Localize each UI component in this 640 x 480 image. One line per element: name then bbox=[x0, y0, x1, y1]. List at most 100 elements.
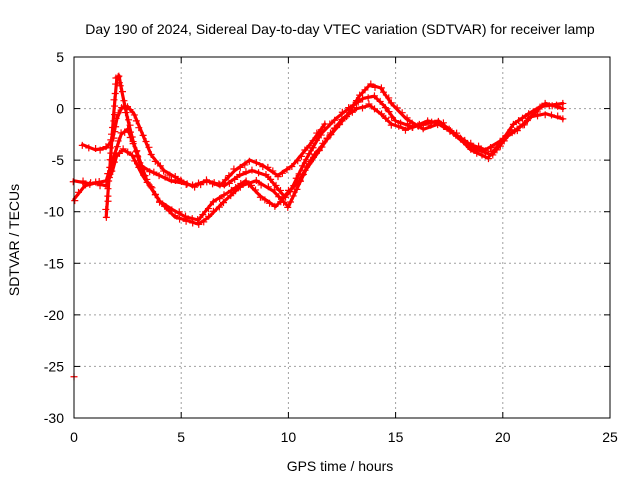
data-point bbox=[106, 170, 114, 178]
data-point bbox=[106, 156, 114, 164]
data-point bbox=[143, 175, 151, 183]
data-point bbox=[285, 186, 293, 194]
data-point bbox=[104, 192, 112, 200]
data-point bbox=[105, 177, 113, 185]
data-point bbox=[151, 157, 159, 165]
y-tick-label: -5 bbox=[52, 152, 65, 168]
data-point bbox=[132, 148, 140, 156]
data-point bbox=[147, 183, 155, 191]
data-point bbox=[299, 170, 307, 178]
data-point bbox=[267, 175, 275, 183]
data-point bbox=[155, 172, 163, 180]
data-point bbox=[306, 158, 314, 166]
data-point bbox=[252, 177, 260, 185]
data-point bbox=[266, 199, 274, 207]
data-point bbox=[264, 183, 272, 191]
y-tick-label: -30 bbox=[44, 410, 64, 426]
data-point bbox=[115, 79, 123, 87]
data-point bbox=[309, 137, 317, 145]
data-point bbox=[323, 135, 331, 143]
data-point bbox=[336, 120, 344, 128]
data-point bbox=[507, 126, 515, 134]
data-point bbox=[290, 183, 298, 191]
data-point bbox=[104, 185, 112, 193]
data-point bbox=[130, 111, 138, 119]
data-point bbox=[183, 180, 191, 188]
data-point bbox=[126, 121, 134, 129]
data-point bbox=[271, 202, 279, 210]
data-point bbox=[484, 155, 492, 163]
data-point bbox=[367, 80, 375, 88]
data-point bbox=[292, 174, 300, 182]
data-point bbox=[110, 96, 118, 104]
data-point bbox=[511, 127, 519, 135]
y-tick-label: -25 bbox=[44, 358, 64, 374]
data-point bbox=[171, 212, 179, 220]
series-track-4 bbox=[102, 72, 329, 221]
data-point bbox=[256, 193, 264, 201]
data-point bbox=[264, 163, 272, 171]
data-point bbox=[142, 137, 150, 145]
data-point bbox=[96, 146, 104, 154]
data-point bbox=[554, 102, 562, 110]
series-track-2 bbox=[69, 92, 567, 224]
data-point bbox=[120, 102, 128, 110]
data-point bbox=[371, 83, 379, 91]
data-point bbox=[203, 178, 211, 186]
data-point bbox=[548, 102, 556, 110]
data-point bbox=[225, 172, 233, 180]
data-point bbox=[365, 100, 373, 108]
data-point bbox=[107, 144, 115, 152]
data-point bbox=[341, 114, 349, 122]
data-point bbox=[231, 175, 239, 183]
data-point bbox=[379, 88, 387, 96]
data-point bbox=[236, 170, 244, 178]
data-point bbox=[95, 177, 103, 185]
data-point bbox=[126, 106, 134, 114]
data-point bbox=[227, 186, 235, 194]
data-point bbox=[109, 123, 117, 131]
data-point bbox=[458, 135, 466, 143]
data-point bbox=[195, 220, 203, 228]
y-tick-label: -15 bbox=[44, 255, 64, 271]
data-point bbox=[108, 130, 116, 138]
y-axis-title: SDTVAR / TECUs bbox=[6, 184, 22, 296]
data-point bbox=[519, 114, 527, 122]
data-point bbox=[139, 131, 147, 139]
data-point bbox=[114, 137, 122, 145]
data-point bbox=[515, 117, 523, 125]
data-point bbox=[419, 125, 427, 133]
data-point bbox=[315, 146, 323, 154]
data-point bbox=[176, 215, 184, 223]
data-point bbox=[338, 108, 346, 116]
data-point bbox=[387, 99, 395, 107]
data-point bbox=[115, 72, 123, 80]
data-point bbox=[377, 84, 385, 92]
data-point bbox=[118, 88, 126, 96]
data-point bbox=[221, 176, 229, 184]
data-point bbox=[259, 163, 267, 171]
data-point bbox=[280, 193, 288, 201]
data-point bbox=[79, 177, 87, 185]
data-point bbox=[493, 146, 501, 154]
data-point bbox=[303, 163, 311, 171]
data-point bbox=[113, 143, 121, 151]
data-point bbox=[102, 213, 110, 221]
data-point bbox=[403, 120, 411, 128]
x-tick-label: 25 bbox=[602, 429, 618, 445]
data-point bbox=[182, 212, 190, 220]
data-point bbox=[85, 144, 93, 152]
data-point bbox=[116, 82, 124, 90]
x-tick-label: 20 bbox=[495, 429, 511, 445]
data-point bbox=[331, 124, 339, 132]
data-point bbox=[191, 183, 199, 191]
x-tick-labels: 0 5 10 15 20 25 bbox=[70, 429, 618, 445]
data-point bbox=[112, 80, 120, 88]
data-point bbox=[107, 136, 115, 144]
y-tick-labels: 5 0 -5 -10 -15 -20 -25 -30 bbox=[44, 49, 64, 426]
data-point bbox=[128, 151, 136, 159]
data-point bbox=[209, 207, 217, 215]
data-point bbox=[317, 126, 325, 134]
data-point bbox=[288, 163, 296, 171]
